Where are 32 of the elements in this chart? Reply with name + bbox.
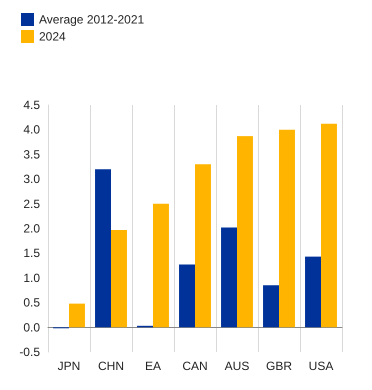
y-tick-label: 0.0 xyxy=(23,320,40,334)
x-tick-label: AUS xyxy=(224,359,250,373)
y-tick-label: -0.5 xyxy=(19,345,40,359)
bar xyxy=(263,285,279,328)
y-tick-label: 4.0 xyxy=(23,122,40,137)
y-tick-label: 1.5 xyxy=(23,246,40,260)
bar xyxy=(221,228,237,328)
x-tick-label: GBR xyxy=(266,359,292,373)
y-tick-label: 2.5 xyxy=(23,196,40,211)
y-tick-label: 2.0 xyxy=(23,222,40,236)
legend-label: Average 2012-2021 xyxy=(39,12,145,26)
bar xyxy=(69,304,85,328)
bar xyxy=(237,136,253,328)
bar xyxy=(305,256,321,328)
bar xyxy=(279,130,295,328)
x-tick-label: CAN xyxy=(182,359,208,373)
bar xyxy=(179,264,195,328)
x-tick-label: USA xyxy=(308,359,334,373)
y-tick-label: 4.5 xyxy=(23,98,40,112)
y-tick-label: 1.0 xyxy=(23,270,40,285)
x-tick-label: CHN xyxy=(98,359,124,373)
bar xyxy=(153,204,169,328)
legend-label: 2024 xyxy=(39,30,66,44)
y-tick-label: 0.5 xyxy=(23,296,40,310)
bar xyxy=(321,124,337,328)
bar xyxy=(195,164,211,328)
bar xyxy=(95,169,111,328)
bar xyxy=(111,230,127,328)
y-tick-label: 3.5 xyxy=(23,147,40,162)
x-tick-label: EA xyxy=(144,359,162,373)
x-tick-label: JPN xyxy=(58,359,80,373)
y-tick-label: 3.0 xyxy=(23,172,40,186)
